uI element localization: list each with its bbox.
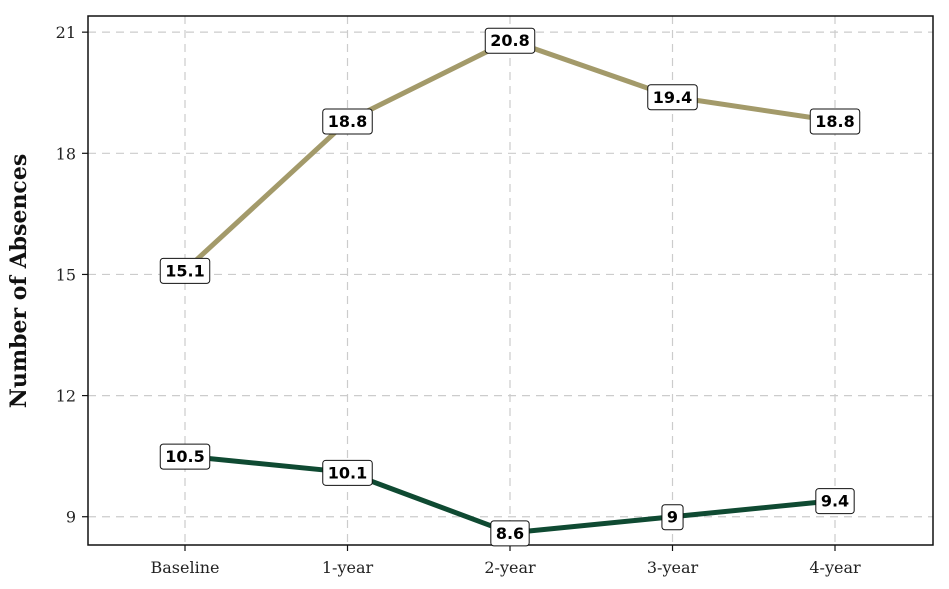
y-axis-label: Number of Absences (6, 154, 32, 408)
data-label: 9.4 (821, 492, 849, 511)
y-tick-label: 18 (56, 144, 76, 163)
data-label-box (159, 257, 211, 284)
data-labels: 15.1 18.8 20.8 19.4 18.8 10.5 10.1 8.6 9 9.4 (159, 27, 861, 547)
x-tick-label: 1-year (322, 558, 374, 577)
x-tick-label: 2-year (484, 558, 536, 577)
data-label-box (322, 108, 373, 135)
data-label: 18.8 (815, 112, 854, 131)
data-label-box (484, 27, 536, 54)
x-tick-label: Baseline (151, 558, 220, 577)
data-label: 20.8 (490, 31, 529, 50)
data-label-group: 10.5 (159, 443, 211, 470)
y-tick-label: 12 (56, 387, 76, 406)
data-label: 19.4 (653, 88, 692, 107)
data-label-box (490, 520, 530, 547)
data-label: 8.6 (496, 524, 524, 543)
y-tick-label: 9 (66, 508, 76, 527)
data-label-group: 18.8 (322, 108, 373, 135)
y-tick-label: 21 (56, 23, 76, 42)
x-tick-label: 4-year (809, 558, 861, 577)
data-label-group: 18.8 (809, 108, 861, 135)
data-label-box (661, 504, 684, 531)
data-label-group: 9.4 (815, 488, 855, 515)
data-label-box (647, 84, 698, 111)
data-label-group: 10.1 (322, 459, 373, 486)
data-label-group: 9 (661, 504, 684, 531)
y-axis-ticks: 9 12 15 18 21 (56, 23, 88, 527)
data-label-group: 20.8 (484, 27, 536, 54)
x-tick-label: 3-year (647, 558, 699, 577)
data-label: 15.1 (165, 261, 204, 280)
data-label-box (159, 443, 211, 470)
data-label: 10.1 (328, 463, 367, 482)
x-axis-ticks: Baseline 1-year 2-year 3-year 4-year (151, 545, 861, 577)
data-label-box (322, 459, 373, 486)
data-label: 9 (667, 508, 678, 527)
data-label: 10.5 (165, 447, 204, 466)
data-label: 18.8 (328, 112, 367, 131)
data-label-box (809, 108, 861, 135)
data-label-group: 8.6 (490, 520, 530, 547)
grid-lines (88, 16, 933, 545)
y-tick-label: 15 (56, 265, 76, 284)
data-label-group: 19.4 (647, 84, 698, 111)
data-label-box (815, 488, 855, 515)
data-label-group: 15.1 (159, 257, 211, 284)
